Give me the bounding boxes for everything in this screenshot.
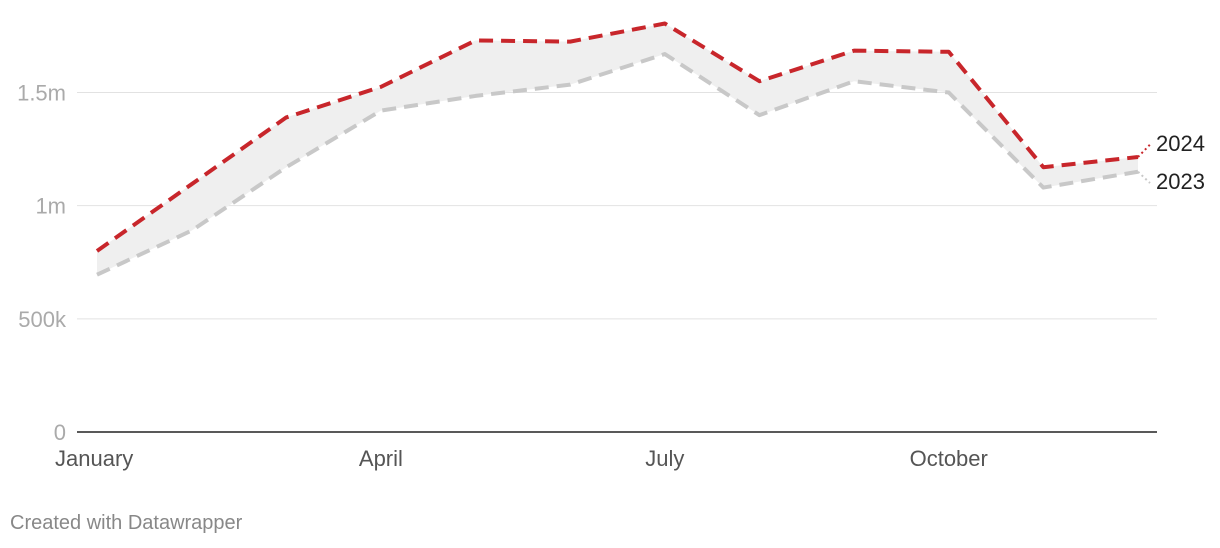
series-line-2023	[96, 52, 1139, 277]
credit-text: Created with Datawrapper	[10, 512, 243, 534]
y-tick-label: 1.5m	[17, 81, 66, 106]
area-between-series	[97, 23, 1138, 275]
y-tick-label: 1m	[35, 194, 66, 219]
x-tick-label: April	[359, 446, 403, 471]
label-connector-2023	[1137, 171, 1151, 184]
x-tick-label: October	[910, 446, 988, 471]
series-line-2024	[95, 21, 1139, 253]
y-axis-ticks: 0 500k 1m 1.5m	[17, 81, 67, 445]
x-tick-label: July	[645, 446, 684, 471]
x-tick-label: January	[55, 446, 133, 471]
x-axis-ticks: January April July October	[55, 446, 988, 471]
series-label-2023: 2023	[1156, 169, 1205, 194]
label-connector-2024	[1137, 143, 1151, 158]
y-tick-label: 500k	[18, 307, 67, 332]
y-tick-label: 0	[54, 420, 66, 445]
series-labels: 2024 2023	[1156, 131, 1205, 194]
area-fill	[97, 23, 1138, 275]
series-lines	[95, 21, 1151, 277]
series-label-2024: 2024	[1156, 131, 1205, 156]
